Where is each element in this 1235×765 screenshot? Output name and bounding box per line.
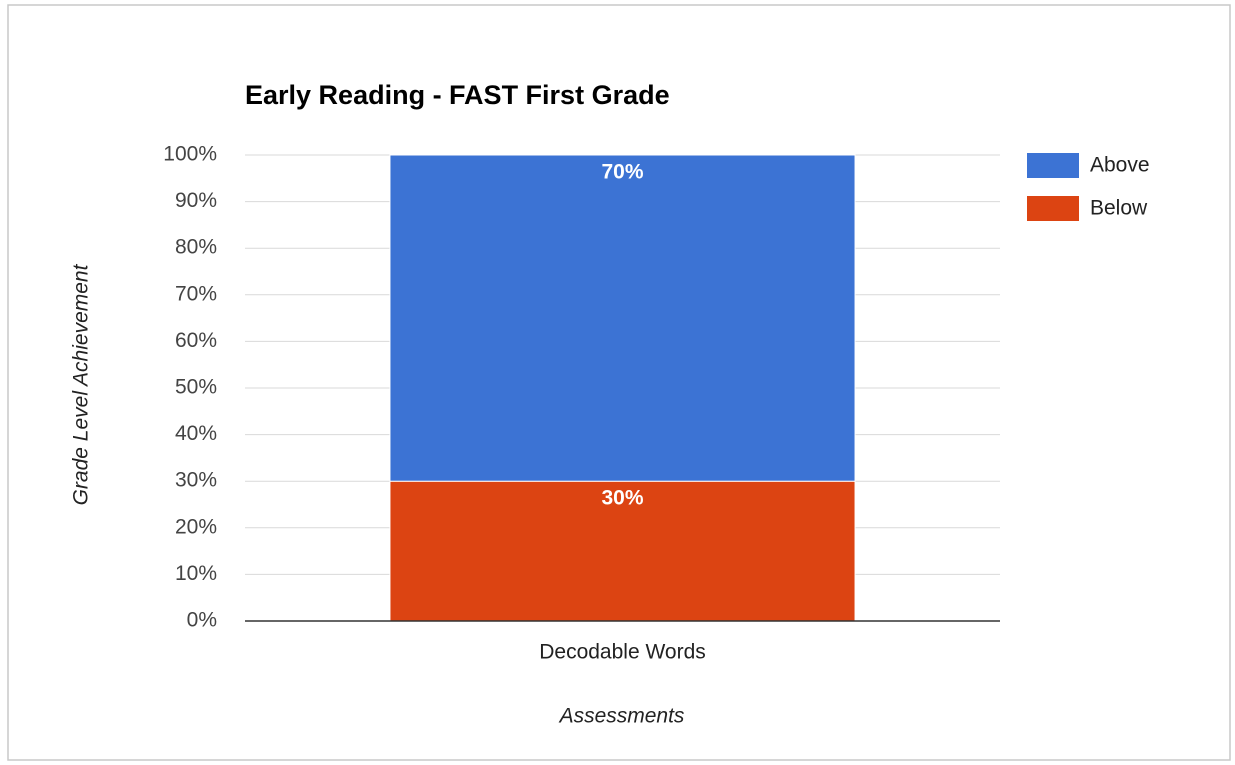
y-axis-label: Grade Level Achievement [70, 263, 93, 505]
y-tick-label: 0% [187, 609, 217, 632]
y-tick-label: 100% [163, 143, 217, 166]
y-tick-label: 50% [175, 376, 217, 399]
data-label: 70% [601, 161, 643, 184]
y-tick-label: 80% [175, 236, 217, 259]
x-tick-label: Decodable Words [539, 641, 706, 664]
chart-title: Early Reading - FAST First Grade [245, 80, 670, 110]
y-tick-label: 40% [175, 422, 217, 445]
y-tick-label: 90% [175, 189, 217, 212]
x-axis-label: Assessments [558, 705, 685, 728]
legend-swatch [1027, 153, 1079, 178]
data-label: 30% [601, 487, 643, 510]
y-tick-label: 30% [175, 469, 217, 492]
y-tick-label: 10% [175, 562, 217, 585]
y-tick-label: 60% [175, 329, 217, 352]
legend-label: Below [1090, 197, 1148, 220]
y-tick-label: 20% [175, 515, 217, 538]
legend-label: Above [1090, 154, 1150, 177]
bar-segment [389, 154, 856, 482]
bar-segment [389, 480, 856, 622]
y-tick-label: 70% [175, 282, 217, 305]
legend-swatch [1027, 196, 1079, 221]
